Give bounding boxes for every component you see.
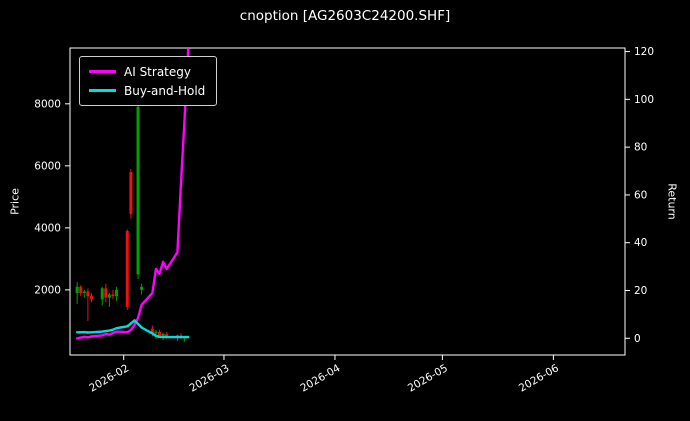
return-tick-label: 80 <box>634 142 647 154</box>
candlesticks <box>75 99 187 342</box>
legend-item-buy-and-hold: Buy-and-Hold <box>89 81 205 100</box>
candle-body <box>140 286 144 290</box>
price-tick-label: 4000 <box>34 222 61 234</box>
candle-body <box>82 291 86 293</box>
price-tick-label: 8000 <box>34 98 61 110</box>
axis-ticks <box>65 51 630 360</box>
left-axis-label: Price <box>8 188 22 215</box>
return-tick-label: 0 <box>634 333 641 345</box>
candle-body <box>154 331 158 334</box>
date-tick-label: 2026-03 <box>187 362 231 394</box>
candle-body <box>158 331 162 336</box>
buy-and-hold-line-swatch <box>89 89 116 92</box>
return-tick-label: 120 <box>634 46 654 58</box>
candle-body <box>165 333 169 338</box>
legend-item-ai-strategy: AI Strategy <box>89 62 205 81</box>
candle-body <box>150 328 154 334</box>
legend-label-buy-and-hold: Buy-and-Hold <box>124 83 206 98</box>
date-tick-label: 2026-06 <box>517 362 561 394</box>
date-tick-label: 2026-05 <box>406 362 450 394</box>
candle-body <box>136 106 140 275</box>
candle-body <box>75 286 79 293</box>
ai-strategy-line-swatch <box>89 70 116 73</box>
legend: AI Strategy Buy-and-Hold <box>79 56 218 106</box>
candle-body <box>104 288 108 298</box>
return-tick-label: 60 <box>634 189 647 201</box>
return-tick-label: 20 <box>634 285 647 297</box>
right-axis-label: Return <box>665 183 679 220</box>
candle-body <box>100 288 104 300</box>
return-tick-label: 40 <box>634 237 647 249</box>
candle-body <box>79 286 83 293</box>
chart-title: cnoption [AG2603C24200.SHF] <box>239 8 451 24</box>
candle-body <box>86 291 90 297</box>
candle-body <box>129 172 133 214</box>
price-tick-label: 6000 <box>34 160 61 172</box>
plot-border <box>69 47 626 356</box>
candle-body <box>125 230 129 307</box>
legend-label-ai-strategy: AI Strategy <box>124 64 191 79</box>
candle-body <box>111 294 115 297</box>
candle-body <box>107 294 111 298</box>
candle-body <box>161 333 165 336</box>
date-tick-label: 2026-04 <box>298 362 342 394</box>
price-tick-label: 2000 <box>34 284 61 296</box>
ai-strategy-line <box>75 48 190 340</box>
candle-body <box>89 296 93 300</box>
buy-and-hold-line <box>75 319 190 339</box>
return-tick-label: 100 <box>634 94 654 106</box>
candle-body <box>115 289 119 297</box>
date-tick-label: 2026-02 <box>87 362 131 394</box>
